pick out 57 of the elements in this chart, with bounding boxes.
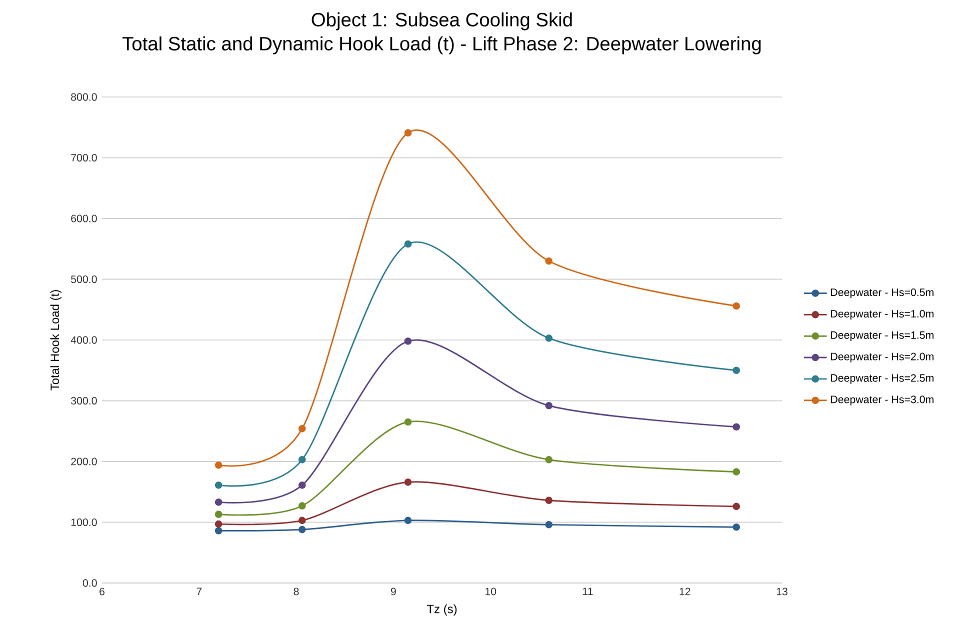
point [404,338,412,345]
legend-label: Deepwater - Hs=1.0m [831,310,934,320]
point [545,257,553,265]
point [298,425,306,432]
y-tick-label: 100.0 [71,518,97,526]
y-tick-label: 500.0 [71,275,97,284]
point [214,520,222,528]
point [214,510,222,518]
legend-label: Deepwater - Hs=2.0m [831,352,934,362]
point [732,366,740,374]
point [214,461,222,469]
point [545,456,553,464]
point [732,468,740,476]
x-tick-label: 8 [294,588,299,596]
point [545,402,553,410]
x-tick-label: 10 [485,588,496,596]
point [732,523,740,531]
point [732,423,740,431]
x-tick-label: 9 [390,588,396,596]
point [214,498,222,506]
legend-label: Deepwater - Hs=1.5m [831,331,934,341]
point [732,302,740,310]
chart-subtitle: Total Static and Dynamic Hook Load (t) - Lift Phase 2: Deepwater Lowering [122,36,761,54]
point [545,521,553,528]
y-tick-label: 300.0 [71,396,97,405]
point [545,496,553,504]
y-tick-label: 600.0 [71,214,97,222]
y-tick-label: 700.0 [71,154,97,162]
legend-label: Deepwater - Hs=2.5m [831,374,934,384]
x-tick-label: 13 [776,588,788,596]
point [404,240,412,248]
point [214,482,222,489]
y-tick-label: 400.0 [70,336,97,344]
y-tick-label: 0.0 [82,579,97,587]
x-axis-title: Tz (s) [426,604,457,616]
point [404,516,412,524]
x-tick-label: 11 [583,588,593,596]
point [404,418,412,426]
legend-label: Deepwater - Hs=3.0m [831,396,934,406]
point [732,502,740,510]
chart-title: Object 1: Subsea Cooling Skid [312,12,572,30]
point [298,502,306,510]
y-tick-label: 800.0 [71,93,97,101]
point [298,482,306,489]
point [404,129,412,137]
x-tick-label: 12 [680,588,690,596]
point [545,334,553,342]
y-tick-label: 200.0 [71,458,97,466]
legend-label: Deepwater - Hs=0.5m [831,288,934,298]
point [404,478,412,486]
point [298,516,306,524]
x-tick-label: 7 [196,588,202,596]
x-tick-label: 6 [100,588,104,596]
point [298,526,306,534]
point [214,527,222,534]
y-axis-title: Total Hook Load (t) [50,290,62,390]
point [298,456,306,464]
